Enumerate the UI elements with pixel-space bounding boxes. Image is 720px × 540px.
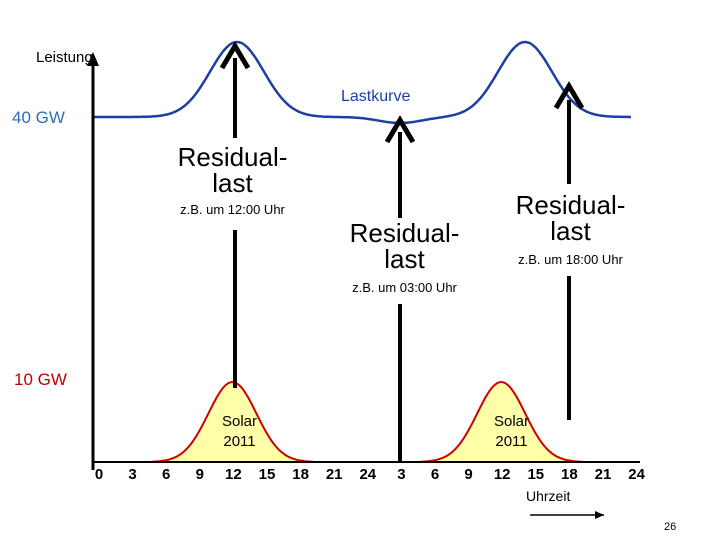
residual-note: z.B. um 12:00 Uhr: [180, 202, 285, 217]
level-label-10gw: 10 GW: [14, 370, 67, 389]
x-axis-tick-labels: 0 3 6 9 12 15 18 21 24 3 6 9 12 15 18 21 24: [95, 466, 646, 483]
load-curve-line: [93, 40, 631, 125]
residual-title-line-1: Residual-: [349, 218, 460, 248]
x-tick-label: 15: [259, 466, 276, 483]
x-tick-label: 12: [225, 466, 242, 483]
solar-label-line-2: 2011: [495, 433, 528, 450]
slide-number: 26: [664, 521, 677, 533]
x-tick-label: 15: [527, 466, 544, 483]
x-tick-label: 18: [292, 466, 309, 483]
x-tick-label: 6: [431, 466, 439, 483]
x-tick-label: 12: [494, 466, 511, 483]
x-tick-label: 24: [628, 466, 645, 483]
residual-box-03: Residual- last z.B. um 03:00 Uhr: [322, 218, 487, 304]
residual-box-12: Residual- last z.B. um 12:00 Uhr: [150, 138, 315, 230]
x-tick-label: 0: [95, 466, 103, 483]
residual-note: z.B. um 03:00 Uhr: [352, 280, 457, 295]
solar-label-line-2: 2011: [223, 433, 256, 450]
x-tick-label: 24: [359, 466, 376, 483]
x-tick-label: 18: [561, 466, 578, 483]
x-tick-label: 9: [464, 466, 472, 483]
x-axis-label: Uhrzeit: [526, 488, 571, 504]
y-axis-label: Leistung: [36, 49, 93, 66]
y-axis-arrowhead: [87, 52, 99, 66]
solar-area-day-2: [420, 380, 583, 463]
solar-label-line-1: Solar: [222, 413, 258, 430]
x-tick-label: 6: [162, 466, 170, 483]
residual-box-18: Residual- last z.B. um 18:00 Uhr: [488, 184, 653, 276]
solar-label-day-2: Solar 2011: [494, 412, 529, 452]
residual-title-line-2: last: [384, 244, 425, 274]
solar-label-line-1: Solar: [494, 413, 530, 430]
residual-note: z.B. um 18:00 Uhr: [518, 252, 623, 267]
residual-title-line-1: Residual-: [177, 142, 288, 172]
residual-title-line-2: last: [550, 216, 591, 246]
residual-title-line-2: last: [212, 168, 253, 198]
x-tick-label: 9: [196, 466, 204, 483]
x-tick-label: 21: [326, 466, 343, 483]
x-tick-label: 3: [128, 466, 136, 483]
x-tick-label: 3: [397, 466, 405, 483]
level-label-40gw: 40 GW: [12, 108, 65, 127]
residual-title-line-1: Residual-: [515, 190, 626, 220]
load-curve-label: Lastkurve: [341, 88, 411, 105]
x-tick-label: 21: [595, 466, 612, 483]
solar-label-day-1: Solar 2011: [222, 412, 257, 452]
